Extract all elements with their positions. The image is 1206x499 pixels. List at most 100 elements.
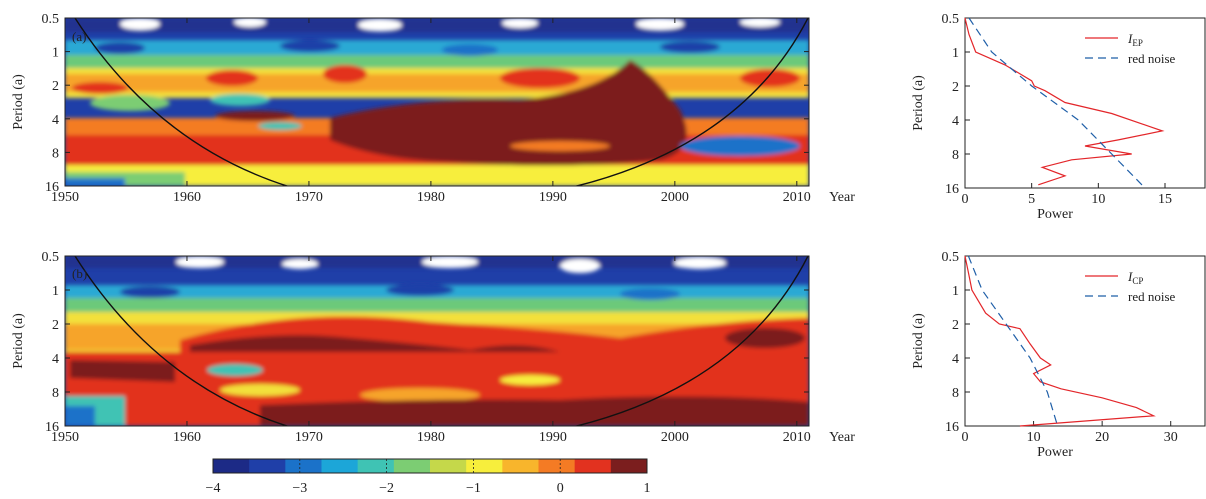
y-axis-label: Period (a) bbox=[11, 74, 26, 130]
y-tick-label: 2 bbox=[952, 318, 959, 333]
x-tick-label: 2000 bbox=[661, 430, 689, 445]
x-tick-label: 1990 bbox=[539, 430, 567, 445]
x-tick-label: 10 bbox=[1091, 192, 1105, 207]
y-tick-label: 0.5 bbox=[942, 12, 960, 27]
y-tick-label: 1 bbox=[952, 46, 959, 61]
y-tick-label: 1 bbox=[52, 284, 59, 299]
x-tick-label: 1980 bbox=[417, 190, 445, 205]
power-spectrum-a: 0 5 10 15 Power 0.5 1 2 4 8 16 Period (a) IEP red noi… bbox=[911, 12, 1206, 222]
x-tick-label: 2000 bbox=[661, 190, 689, 205]
colorbar: −4 −3 −2 −1 0 1 bbox=[206, 458, 651, 496]
legend-label-main: red noise bbox=[1128, 289, 1176, 304]
colorbar-ticks: −4 −3 −2 −1 0 1 bbox=[206, 459, 651, 496]
colorbar-swatch bbox=[321, 459, 359, 473]
x-tick-label: 1950 bbox=[51, 430, 79, 445]
axes-b: 1950 1960 1970 1980 1990 2000 2010 Year 0.5 1 2 4 8 1… bbox=[11, 250, 855, 445]
wavelet-panel-b: (b) 1950 1960 1970 1980 1990 2000 2010 Year0.51… bbox=[11, 250, 855, 445]
axes-a: 1950 1960 1970 1980 1990 2000 2010 Year 0.5 1 2 4 8 1… bbox=[11, 12, 855, 205]
y-tick-label: 4 bbox=[952, 114, 959, 129]
colorbar-swatch bbox=[466, 459, 503, 473]
plot-frame bbox=[64, 255, 810, 427]
plot-frame bbox=[964, 17, 1206, 189]
legend-label: IEP bbox=[1127, 31, 1143, 48]
power-spectrum-b-content: 0 10 20 30 Power 0.5 1 2 4 8 16 Period (a) ICP red no… bbox=[911, 250, 1178, 460]
legend-label: red noise bbox=[1128, 289, 1176, 304]
x-tick-label: 0 bbox=[962, 430, 969, 445]
y-tick-label: 0.5 bbox=[942, 250, 960, 265]
y-tick-label: 4 bbox=[952, 352, 959, 367]
panel-label-a: (a) bbox=[72, 29, 86, 44]
legend-label-main: I bbox=[1127, 31, 1133, 46]
y-tick-label: 2 bbox=[952, 80, 959, 95]
y-tick-label: 8 bbox=[952, 386, 959, 401]
x-tick-label: 1960 bbox=[173, 190, 201, 205]
y-tick-label: 16 bbox=[45, 420, 59, 435]
x-tick-label: 20 bbox=[1095, 430, 1109, 445]
y-tick-label: 16 bbox=[945, 182, 959, 197]
y-tick-label: 16 bbox=[45, 180, 59, 195]
series-line bbox=[964, 255, 1156, 427]
y-tick-label: 2 bbox=[52, 318, 59, 333]
x-tick-label: 1950 bbox=[51, 190, 79, 205]
colorbar-tick-label: 0 bbox=[557, 481, 564, 496]
legend-label: ICP bbox=[1127, 269, 1143, 286]
x-axis-label: Year bbox=[829, 190, 855, 205]
plot-frame bbox=[964, 255, 1206, 427]
y-tick-label: 4 bbox=[52, 113, 59, 128]
y-axis-label: Period (a) bbox=[11, 313, 26, 369]
x-axis-label: Year bbox=[829, 430, 855, 445]
x-tick-label: 1980 bbox=[417, 430, 445, 445]
y-axis-label: Period (a) bbox=[911, 75, 926, 131]
series-line bbox=[964, 17, 1165, 186]
y-tick-label: 4 bbox=[52, 352, 59, 367]
power-spectrum-b: 0 10 20 30 Power 0.5 1 2 4 8 16 Period (a) ICP red no… bbox=[911, 250, 1206, 460]
colorbar-swatch bbox=[610, 459, 648, 473]
colorbar-swatch bbox=[393, 459, 431, 473]
x-tick-label: 30 bbox=[1164, 430, 1178, 445]
power-spectrum-a-content: 0 5 10 15 Power 0.5 1 2 4 8 16 Period (a) IEP red noi… bbox=[911, 12, 1176, 222]
y-tick-label: 8 bbox=[52, 386, 59, 401]
x-tick-label: 1990 bbox=[539, 190, 567, 205]
panel-label-b: (b) bbox=[72, 266, 87, 281]
y-tick-label: 16 bbox=[945, 420, 959, 435]
legend-label: red noise bbox=[1128, 51, 1176, 66]
x-tick-label: 1960 bbox=[173, 430, 201, 445]
colorbar-tick-label: 1 bbox=[644, 481, 651, 496]
wavelet-panel-a: (a) 1950 1960 1970 1980 1990 2000 2010 Year 0.5 1… bbox=[11, 12, 855, 205]
y-tick-label: 0.5 bbox=[42, 250, 60, 265]
plot-frame bbox=[64, 17, 810, 187]
x-tick-label: 2010 bbox=[783, 190, 811, 205]
y-tick-label: 8 bbox=[52, 146, 59, 161]
colorbar-tick-label: −1 bbox=[466, 481, 481, 496]
colorbar-tick-label: −2 bbox=[379, 481, 394, 496]
x-tick-label: 1970 bbox=[295, 190, 323, 205]
legend-label-subscript: EP bbox=[1132, 38, 1143, 48]
wavelet-field-a bbox=[65, 18, 809, 186]
legend-label-main: red noise bbox=[1128, 51, 1176, 66]
series-line bbox=[968, 17, 1146, 189]
colorbar-tick-label: −4 bbox=[206, 481, 221, 496]
colorbar-swatch bbox=[249, 459, 286, 473]
colorbar-swatch bbox=[538, 459, 576, 473]
x-tick-label: 15 bbox=[1158, 192, 1172, 207]
colorbar-swatches bbox=[213, 459, 648, 473]
legend-label-main: I bbox=[1127, 269, 1133, 284]
x-tick-label: 5 bbox=[1028, 192, 1035, 207]
y-tick-label: 1 bbox=[52, 46, 59, 61]
series-line bbox=[967, 255, 1059, 427]
colorbar-swatch bbox=[430, 459, 467, 473]
colorbar-tick-label: −3 bbox=[292, 481, 307, 496]
wavelet-field-b bbox=[65, 256, 809, 426]
colorbar-swatch bbox=[574, 459, 612, 473]
x-tick-label: 2010 bbox=[783, 430, 811, 445]
y-tick-label: 8 bbox=[952, 148, 959, 163]
x-tick-label: 0 bbox=[962, 192, 969, 207]
y-tick-label: 0.5 bbox=[42, 12, 60, 27]
x-axis-label: Power bbox=[1037, 445, 1073, 460]
colorbar-swatch bbox=[285, 459, 322, 473]
colorbar-swatch bbox=[502, 459, 539, 473]
x-tick-label: 10 bbox=[1027, 430, 1041, 445]
colorbar-frame bbox=[212, 458, 648, 474]
y-axis-label: Period (a) bbox=[911, 313, 926, 369]
